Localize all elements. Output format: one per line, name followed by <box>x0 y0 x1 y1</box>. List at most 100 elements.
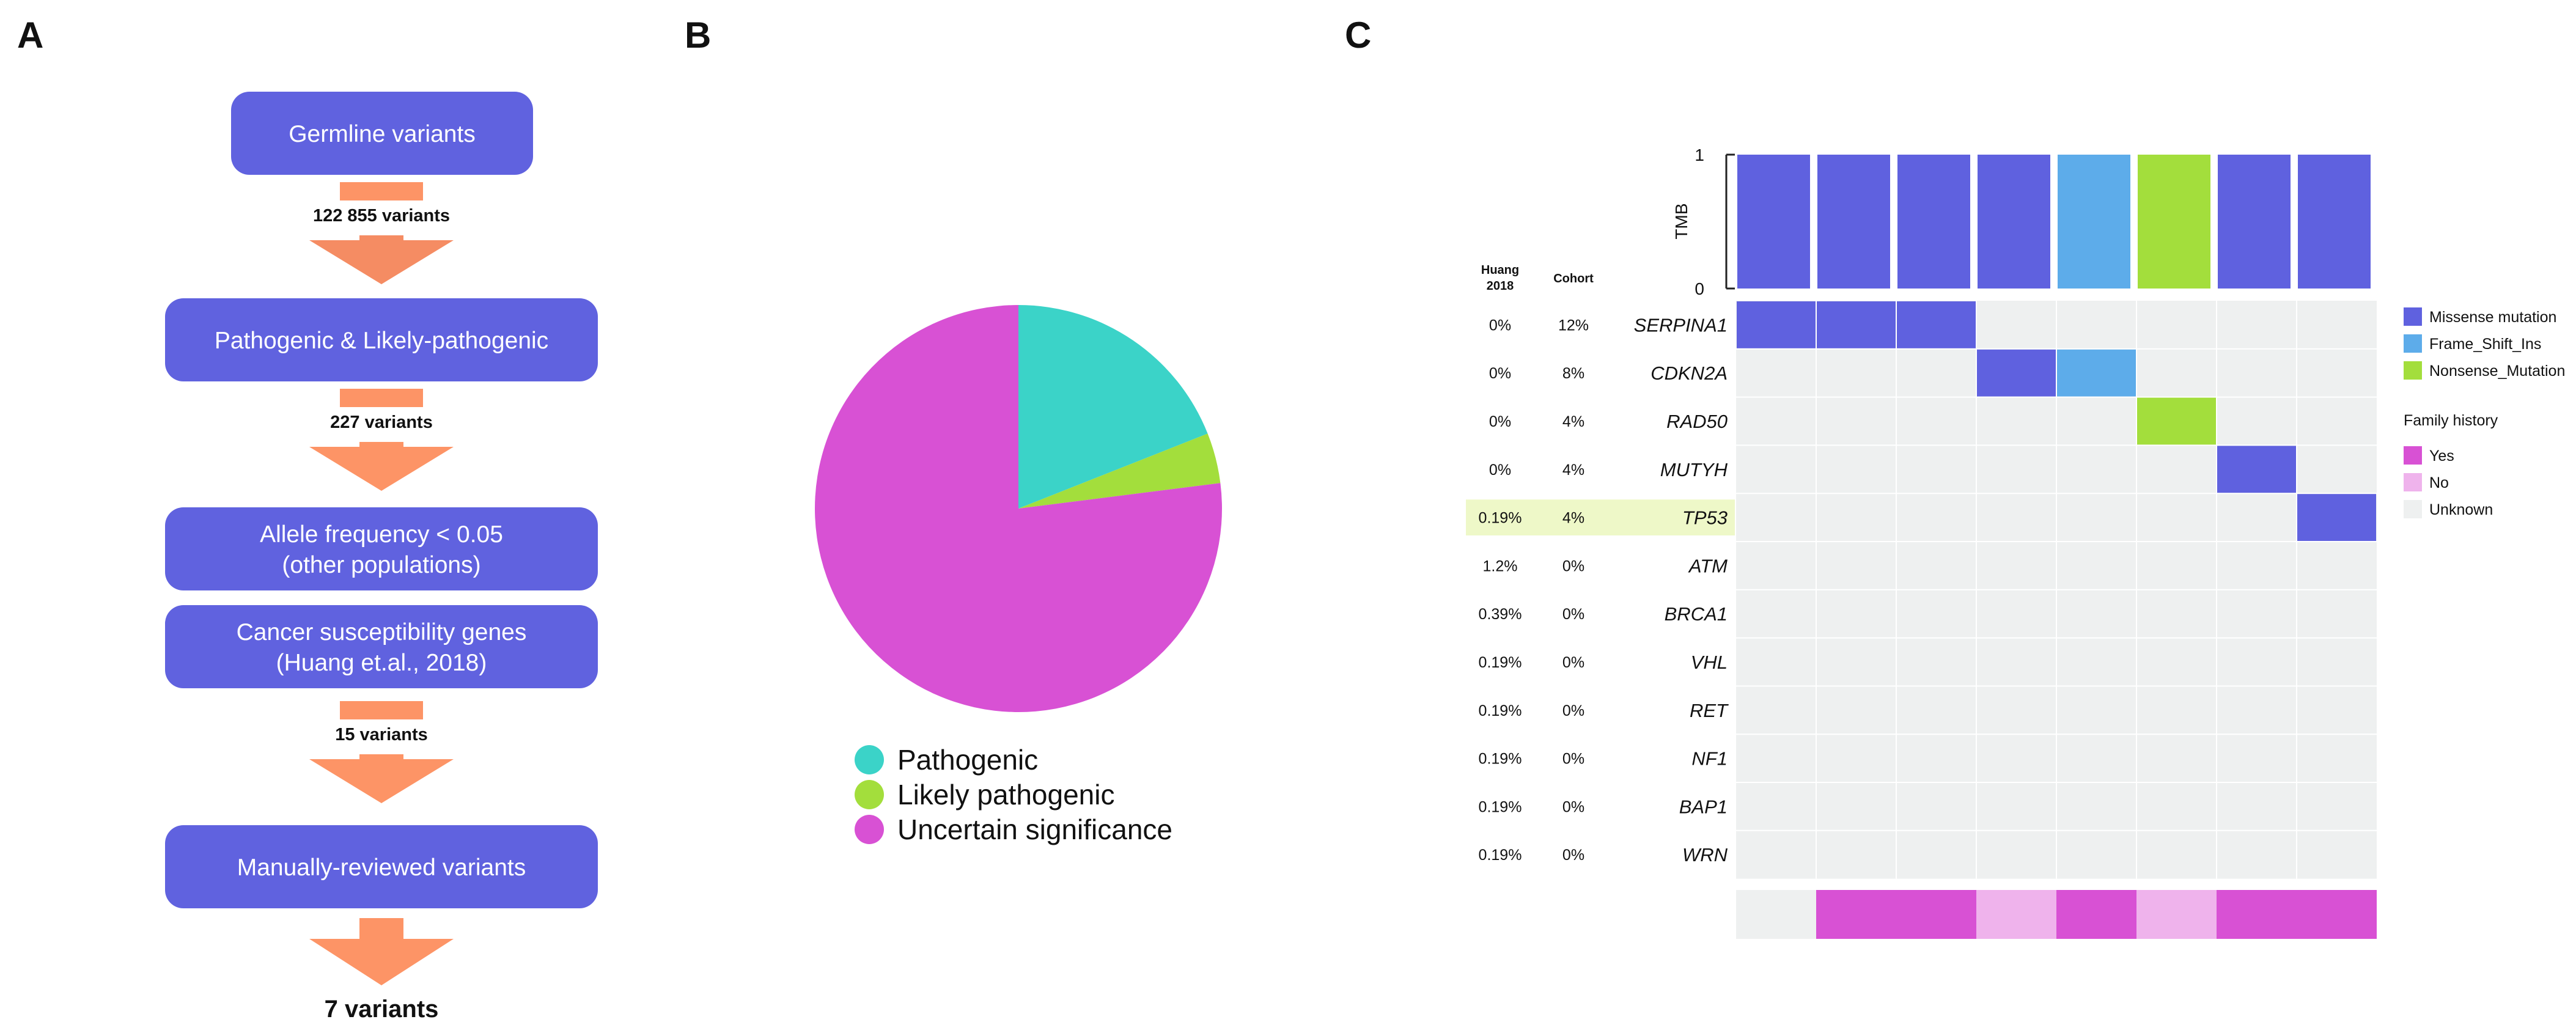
gene-label-tp53: TP53 <box>1682 507 1728 529</box>
gene-label-rad50: RAD50 <box>1666 411 1728 432</box>
tmb-bar-7 <box>2218 155 2291 289</box>
pie-legend-label-pathogenic: Pathogenic <box>897 744 1038 776</box>
huang-frequency-vhl: 0.19% <box>1479 654 1522 671</box>
legend-label-yes: Yes <box>2429 447 2454 465</box>
tmb-axis-label: TMB <box>1672 203 1691 239</box>
pie-legend-label-uncertain-significance: Uncertain significance <box>897 814 1172 845</box>
gene-label-brca1: BRCA1 <box>1665 603 1728 625</box>
oncoprint-panel: 1 0 TMB Huang 2018 Cohort 0% 12% SERPINA1 0% 8% CDK… <box>1466 145 2565 939</box>
mutation-cell-3 <box>1897 301 1976 348</box>
flowchart-arrow-bar-1 <box>340 182 423 200</box>
flowchart-arrow-head-3 <box>309 754 454 803</box>
legend-label-missense: Missense mutation <box>2429 309 2556 326</box>
family-history-cell-4 <box>1976 890 2056 939</box>
tmb-bar-8 <box>2298 155 2371 289</box>
family-history-cell-8 <box>2297 890 2377 939</box>
tmb-bar-2 <box>1817 155 1890 289</box>
tmb-bar-4 <box>1978 155 2050 289</box>
tmb-tick-1: 1 <box>1695 145 1704 164</box>
pie-legend-marker-likely-pathogenic <box>855 780 884 809</box>
legend-swatch-frameshift <box>2404 334 2422 353</box>
tmb-bar-6 <box>2138 155 2210 289</box>
huang-frequency-wrn: 0.19% <box>1479 847 1522 864</box>
cohort-frequency-bap1: 0% <box>1562 798 1584 815</box>
flowchart-count-4: 7 variants <box>325 996 439 1023</box>
huang-header-line2: 2018 <box>1487 279 1514 293</box>
flowchart-count-3: 15 variants <box>335 725 428 744</box>
huang-frequency-nf1: 0.19% <box>1479 751 1522 768</box>
pie-slice-uncertain-significance <box>815 305 1222 712</box>
legend-swatch-yes <box>2404 446 2422 465</box>
legend-swatch-nonsense <box>2404 361 2422 380</box>
family-history-cell-5 <box>2056 890 2136 939</box>
gene-label-vhl: VHL <box>1691 652 1728 673</box>
gene-label-atm: ATM <box>1688 555 1728 576</box>
pie-legend-marker-uncertain-significance <box>855 815 884 844</box>
huang-frequency-brca1: 0.39% <box>1479 606 1522 623</box>
huang-frequency-tp53: 0.19% <box>1479 510 1522 527</box>
flowchart-panel: Germline variants Pathogenic & Likely-pat… <box>165 92 598 1023</box>
flowchart-arrow-head-1 <box>309 235 454 284</box>
mutation-cell-8 <box>2297 494 2376 541</box>
mutation-cell-5 <box>2057 349 2136 397</box>
flowchart-arrow-head-2 <box>309 442 454 491</box>
legend-swatch-missense <box>2404 307 2422 326</box>
cohort-frequency-brca1: 0% <box>1562 606 1584 623</box>
legend-family-history-title: Family history <box>2404 412 2498 429</box>
cohort-frequency-cdkn2a: 8% <box>1562 365 1584 382</box>
family-history-cell-6 <box>2136 890 2217 939</box>
pie-slice-likely-pathogenic <box>1018 433 1221 509</box>
panel-label-b: B <box>685 15 711 56</box>
mutation-cell-6 <box>2137 397 2216 445</box>
legend-swatch-no <box>2404 473 2422 491</box>
flowchart-arrow-bar-2 <box>340 389 423 407</box>
flowchart-box-2-line-1: Pathogenic & Likely-pathogenic <box>215 328 548 354</box>
cohort-frequency-ret: 0% <box>1562 702 1584 719</box>
pie-legend-label-likely-pathogenic: Likely pathogenic <box>897 779 1114 811</box>
family-history-cell-1 <box>1736 890 1816 939</box>
huang-frequency-mutyh: 0% <box>1489 461 1511 479</box>
flowchart-box-3 <box>165 507 598 590</box>
tmb-bar-3 <box>1897 155 1970 289</box>
gene-label-serpina1: SERPINA1 <box>1634 314 1728 336</box>
family-history-cell-2 <box>1816 890 1896 939</box>
legend-swatch-unknown <box>2404 500 2422 518</box>
panel-label-a: A <box>17 15 43 56</box>
mutation-cell-4 <box>1977 349 2056 397</box>
tmb-bar-1 <box>1737 155 1810 289</box>
cohort-frequency-serpina1: 12% <box>1558 317 1589 334</box>
flowchart-box-5-line-1: Manually-reviewed variants <box>237 855 526 881</box>
highlight-row-tp53 <box>1466 499 1735 535</box>
legend-label-nonsense: Nonsense_Mutation <box>2429 362 2565 380</box>
cohort-header: Cohort <box>1553 272 1594 285</box>
panel-label-c: C <box>1345 15 1371 56</box>
cohort-frequency-mutyh: 4% <box>1562 461 1584 479</box>
flowchart-box-1-line-1: Germline variants <box>289 121 476 147</box>
huang-frequency-bap1: 0.19% <box>1479 798 1522 815</box>
cohort-frequency-wrn: 0% <box>1562 847 1584 864</box>
huang-frequency-atm: 1.2% <box>1483 557 1518 575</box>
tmb-bar-5 <box>2058 155 2130 289</box>
gene-label-mutyh: MUTYH <box>1660 459 1728 480</box>
flowchart-box-4-line-1: Cancer susceptibility genes <box>237 619 527 645</box>
gene-label-wrn: WRN <box>1682 844 1728 866</box>
gene-label-bap1: BAP1 <box>1679 796 1728 817</box>
cohort-frequency-atm: 0% <box>1562 557 1584 575</box>
flowchart-box-3-line-2: (other populations) <box>282 552 480 578</box>
mutation-cell-1 <box>1737 301 1816 348</box>
cohort-frequency-nf1: 0% <box>1562 751 1584 768</box>
flowchart-box-1 <box>231 92 533 175</box>
mutation-cell-7 <box>2217 446 2296 493</box>
legend-label-frameshift: Frame_Shift_Ins <box>2429 336 2541 353</box>
huang-frequency-rad50: 0% <box>1489 413 1511 430</box>
flowchart-box-4 <box>165 605 598 688</box>
family-history-cell-7 <box>2217 890 2297 939</box>
flowchart-arrow-head-4 <box>309 918 454 985</box>
legend-label-unknown: Unknown <box>2429 501 2493 518</box>
flowchart-box-5 <box>165 825 598 908</box>
pie-slice-pathogenic <box>1018 305 1208 509</box>
flowchart-arrow-bar-3 <box>340 701 423 719</box>
flowchart-count-1: 122 855 variants <box>313 206 450 226</box>
